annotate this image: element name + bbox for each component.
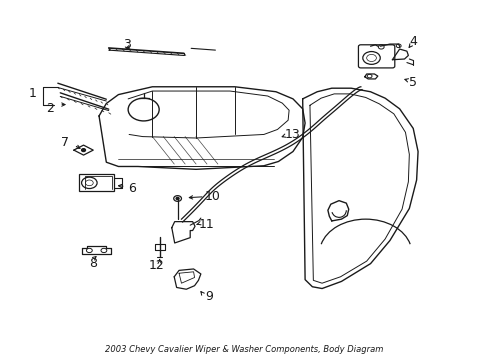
Text: 7: 7 [61, 136, 69, 149]
Text: 11: 11 [199, 218, 214, 231]
Text: 10: 10 [204, 189, 221, 203]
Text: 13: 13 [285, 128, 300, 141]
Circle shape [176, 197, 179, 199]
Text: 12: 12 [148, 259, 164, 272]
Text: 2003 Chevy Cavalier Wiper & Washer Components, Body Diagram: 2003 Chevy Cavalier Wiper & Washer Compo… [105, 345, 383, 354]
Text: 8: 8 [89, 257, 97, 270]
Text: 9: 9 [205, 290, 213, 303]
Text: 1: 1 [28, 87, 36, 100]
Text: 3: 3 [123, 38, 131, 51]
Text: 5: 5 [408, 76, 416, 89]
Text: 4: 4 [408, 35, 416, 49]
Text: 2: 2 [45, 102, 53, 115]
Circle shape [81, 149, 85, 152]
Text: 6: 6 [128, 182, 136, 195]
